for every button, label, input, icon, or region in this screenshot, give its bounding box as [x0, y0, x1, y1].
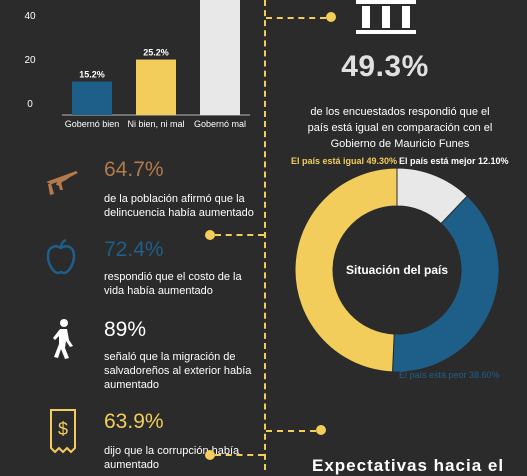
connector-dot [205, 450, 215, 460]
stat-migration-value: 89% [104, 318, 147, 341]
same-country-desc-line: Gobierno de Mauricio Funes [330, 138, 470, 150]
stat-crime-desc: de la población afirmó que la delincuenc… [104, 192, 254, 220]
stat-cost-value: 72.4% [104, 238, 164, 261]
stat-crime-value: 64.7% [104, 158, 164, 181]
stat-cost-desc: respondió que el costo de la vida había … [104, 270, 242, 298]
walking-person-icon [50, 318, 78, 365]
country-situation-donut-chart: Situación del país El país está igual 49.… [291, 156, 509, 380]
connector-dot [316, 425, 326, 435]
donut-label-igual: El país está igual 49.30% [291, 156, 397, 166]
receipt-dollar-icon: $ [48, 408, 78, 459]
same-country-percentage: 49.3% [341, 50, 429, 83]
connector-dash [266, 430, 316, 432]
expectations-section-title: Expectativas hacia el [312, 456, 505, 475]
connector-dash [266, 17, 326, 19]
stat-migration-desc-line: salvadoreños al exterior había [104, 365, 252, 377]
stat-corruption-desc-line: aumentado [104, 459, 160, 471]
donut-slice [294, 167, 398, 373]
connector-dash [215, 234, 264, 236]
same-country-desc-line: país está igual en comparación con el [307, 122, 493, 134]
svg-text:$: $ [58, 419, 68, 439]
bar-value-label: 25.2% [143, 48, 169, 58]
bar [136, 59, 176, 115]
donut-center-title: Situación del país [346, 263, 448, 277]
x-category-label: Ni bien, ni mal [127, 119, 184, 129]
bar [72, 81, 112, 115]
rifle-icon [42, 160, 82, 205]
connector-dot [326, 12, 336, 22]
stat-crime-desc-line: de la población afirmó que la [104, 193, 245, 205]
apple-icon [45, 238, 77, 281]
x-category-label: Gobernó bien [65, 119, 120, 129]
same-country-description: de los encuestados respondió que el país… [270, 104, 527, 152]
bar-chart-svg: 0 20 40 15.2% Gobernó bien 25.2% Ni bien, ni m… [24, 0, 250, 129]
bar [200, 0, 240, 115]
stat-migration-desc-line: aumentado [104, 379, 160, 391]
bar-value-label: 15.2% [79, 70, 105, 80]
donut-label-peor: El país está peor 38.60% [399, 370, 500, 380]
stat-cost-desc-line: respondió que el costo de la [104, 271, 242, 283]
stat-crime-desc-line: delincuencia había aumentado [104, 207, 254, 219]
stat-migration-desc: señaló que la migración de salvadoreños … [104, 350, 251, 392]
x-category-label: Gobernó mal [194, 119, 246, 129]
center-divider [264, 0, 266, 470]
y-tick-label: 0 [27, 99, 33, 110]
stat-cost-desc-line: vida había aumentado [104, 285, 213, 297]
donut-slice [391, 195, 500, 373]
stat-migration-desc-line: señaló que la migración de [104, 351, 236, 363]
government-building-icon [352, 0, 420, 43]
stat-corruption-value: 63.9% [104, 410, 164, 433]
government-rating-bar-chart: 0 20 40 15.2% Gobernó bien 25.2% Ni bien, ni m… [0, 0, 262, 135]
stat-corruption-desc: dijo que la corrupción había aumentado [104, 444, 239, 472]
y-tick-label: 20 [24, 55, 36, 66]
y-tick-label: 40 [24, 11, 36, 22]
same-country-desc-line: de los encuestados respondió que el [310, 106, 490, 118]
connector-dash [215, 454, 264, 456]
donut-label-mejor: El país está mejor 12.10% [399, 156, 509, 166]
connector-dot [205, 230, 215, 240]
